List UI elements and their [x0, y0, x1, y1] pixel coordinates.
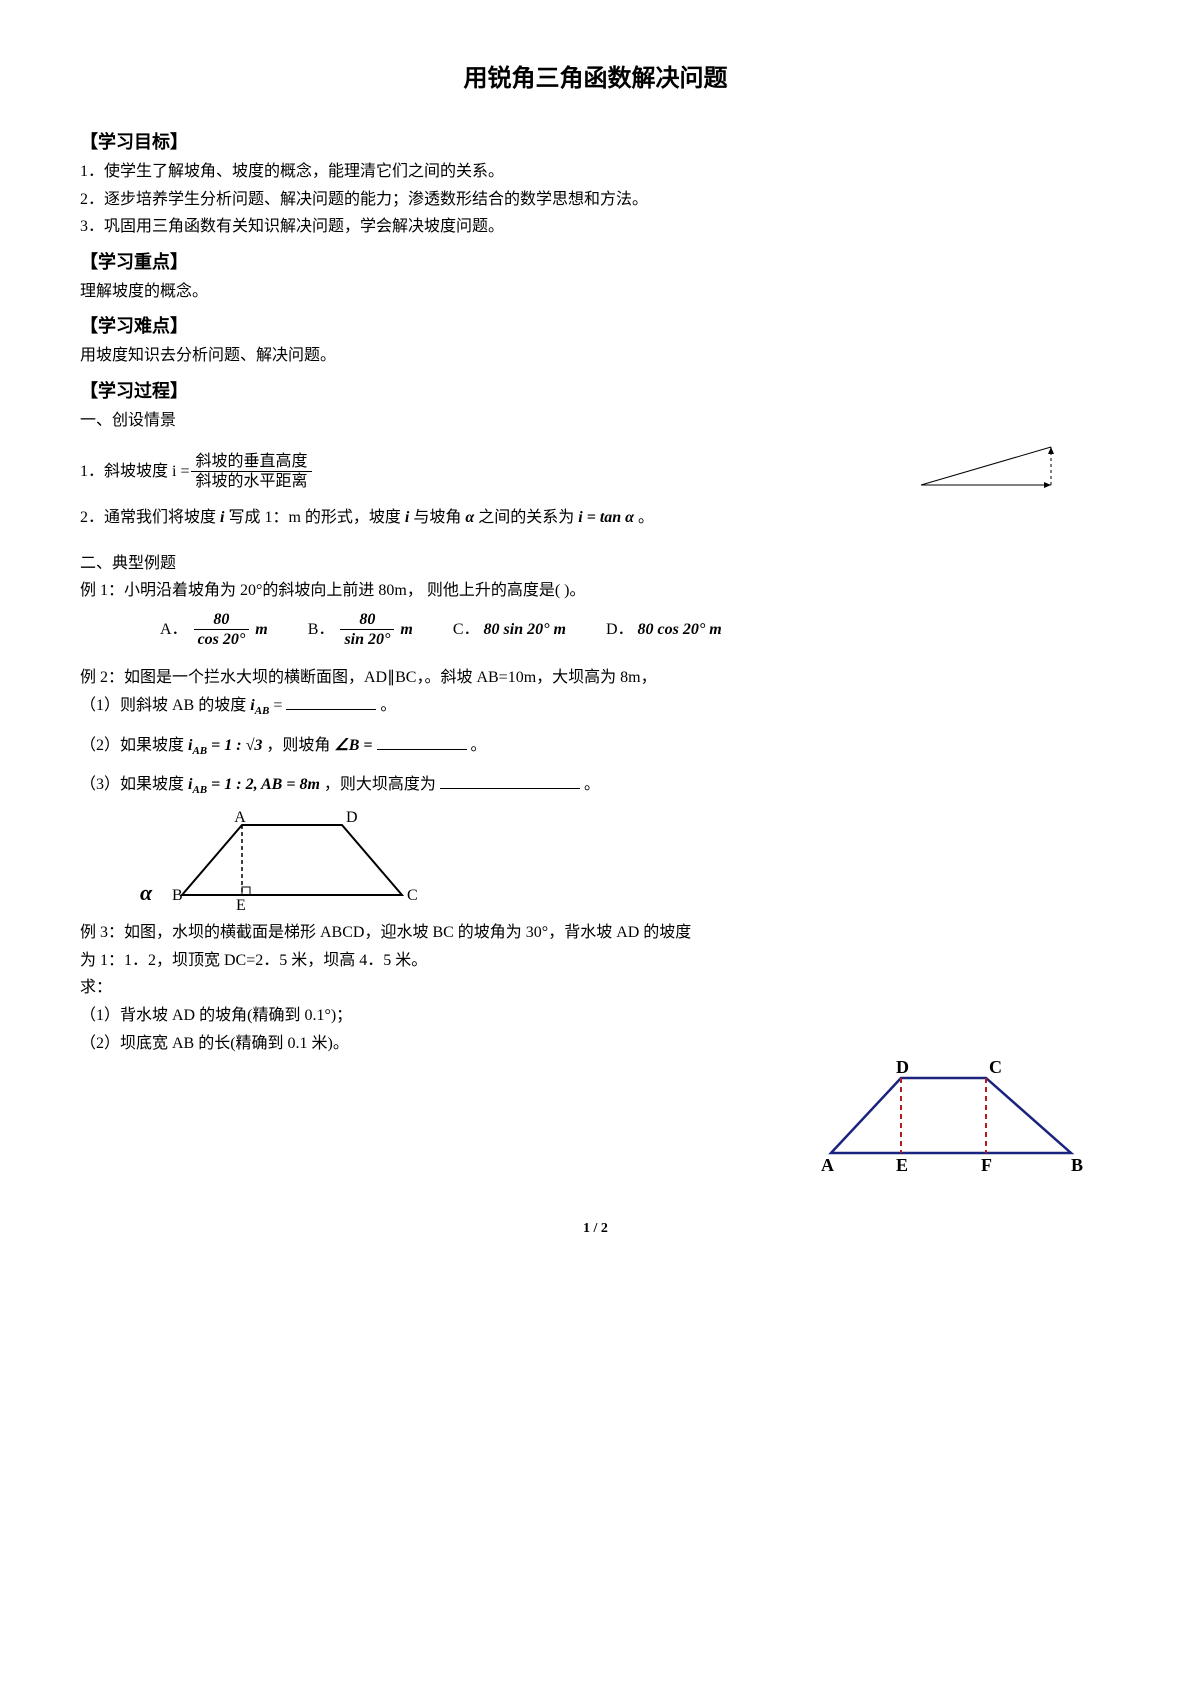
ex2-2ang: ∠B =: [334, 737, 372, 754]
ex2-2end: 。: [471, 737, 487, 754]
svg-text:E: E: [236, 897, 246, 910]
choice-a: A． 80 cos 20° m: [160, 610, 268, 649]
p2-d: 之间的关系为: [478, 509, 574, 526]
p2-b: 写成 1：m 的形式，坡度: [228, 509, 400, 526]
ex2-3mid: ，则大坝高度为: [324, 776, 436, 793]
ex2-3val: = 1 : 2, AB = 8m: [211, 776, 320, 793]
svg-text:A: A: [821, 1155, 834, 1175]
process-heading: 【学习过程】: [80, 377, 1111, 406]
example3-q2: （2）坝底宽 AB 的长(精确到 0.1 米)。: [80, 1031, 1111, 1057]
choice-a-num: 80: [194, 610, 250, 630]
choice-b-label: B．: [308, 617, 335, 643]
example3-qiu: 求：: [80, 975, 1111, 1001]
example3-line1: 例 3：如图，水坝的横截面是梯形 ABCD，迎水坡 BC 的坡角为 30°，背水…: [80, 920, 1111, 946]
difficulty-text: 用坡度知识去分析问题、解决问题。: [80, 343, 1111, 369]
svg-text:E: E: [896, 1155, 908, 1175]
ex2-1eq: =: [273, 697, 282, 714]
objective-item: 3．巩固用三角函数有关知识解决问题，学会解决坡度问题。: [80, 214, 1111, 240]
ex2-2sub: AB: [192, 745, 207, 757]
choice-c-text: 80 sin 20° m: [484, 617, 566, 643]
example2-q2: （2）如果坡度 iAB = 1 : √3 ，则坡角 ∠B = 。: [80, 733, 1111, 761]
example2-text: 例 2：如图是一个拦水大坝的横断面图，AD∥BC，。斜坡 AB=10m，大坝高为…: [80, 665, 1111, 691]
ex2-3end: 。: [584, 776, 600, 793]
page-title: 用锐角三角函数解决问题: [80, 60, 1111, 98]
example3-q1: （1）背水坡 AD 的坡角(精确到 0.1°)；: [80, 1003, 1111, 1029]
ex2-1end: 。: [380, 697, 396, 714]
choice-d-label: D．: [606, 617, 634, 643]
example1-choices: A． 80 cos 20° m B． 80 sin 20° m C． 80 si…: [160, 610, 1111, 649]
svg-text:F: F: [981, 1155, 992, 1175]
choice-a-unit: m: [255, 617, 267, 643]
choice-d-text: 80 cos 20° m: [638, 617, 722, 643]
choice-d: D． 80 cos 20° m: [606, 617, 722, 643]
slope-fraction: 斜坡的垂直高度 斜坡的水平距离: [191, 452, 311, 491]
p2-alpha: α: [465, 509, 474, 526]
ex2-1sub: AB: [255, 705, 270, 717]
alpha-label: α: [140, 875, 152, 910]
objective-item: 1．使学生了解坡角、坡度的概念，能理清它们之间的关系。: [80, 159, 1111, 185]
slope-numerator: 斜坡的垂直高度: [191, 452, 311, 472]
choice-c: C． 80 sin 20° m: [453, 617, 566, 643]
ex2-1a: （1）则斜坡 AB 的坡度: [80, 697, 246, 714]
blank: [440, 772, 580, 789]
svg-text:C: C: [989, 1058, 1002, 1077]
svg-text:C: C: [407, 887, 418, 904]
objectives-heading: 【学习目标】: [80, 128, 1111, 157]
blank: [286, 693, 376, 710]
example2-q1: （1）则斜坡 AB 的坡度 iAB = 。: [80, 693, 1111, 721]
objective-item: 2．逐步培养学生分析问题、解决问题的能力；渗透数形结合的数学思想和方法。: [80, 187, 1111, 213]
blank: [377, 733, 467, 750]
keypoint-text: 理解坡度的概念。: [80, 279, 1111, 305]
choice-b-den: sin 20°: [340, 630, 394, 649]
ex2-3a: （3）如果坡度: [80, 776, 184, 793]
trapezoid-figure-1: α A D B C E: [140, 810, 1111, 910]
trapezoid-figure-2: D C A B E F: [811, 1058, 1091, 1178]
keypoint-heading: 【学习重点】: [80, 248, 1111, 277]
example3-line2: 为 1：1．2，坝顶宽 DC=2．5 米，坝高 4．5 米。: [80, 948, 1111, 974]
slope-denominator: 斜坡的水平距离: [191, 472, 311, 491]
ex2-2a: （2）如果坡度: [80, 737, 184, 754]
choice-b-unit: m: [400, 617, 412, 643]
svg-text:D: D: [896, 1058, 909, 1077]
difficulty-heading: 【学习难点】: [80, 312, 1111, 341]
svg-text:A: A: [234, 810, 246, 826]
part2-heading: 二、典型例题: [80, 551, 1111, 577]
svg-text:D: D: [346, 810, 358, 826]
svg-text:B: B: [172, 887, 183, 904]
ex2-3sub: AB: [192, 785, 207, 797]
p2-end: 。: [638, 509, 654, 526]
choice-a-den: cos 20°: [194, 630, 250, 649]
slope-notation: 2．通常我们将坡度 i 写成 1：m 的形式，坡度 i 与坡角 α 之间的关系为…: [80, 505, 1111, 531]
right-triangle-icon: [911, 435, 1071, 495]
part1-heading: 一、创设情景: [80, 408, 1111, 434]
p2-c: 与坡角: [413, 509, 461, 526]
p2-i: i: [220, 509, 224, 526]
choice-a-label: A．: [160, 617, 188, 643]
svg-text:B: B: [1071, 1155, 1083, 1175]
p2-i2: i: [405, 509, 409, 526]
choice-b: B． 80 sin 20° m: [308, 610, 413, 649]
page-number: 1 / 2: [80, 1218, 1111, 1240]
choice-c-label: C．: [453, 617, 480, 643]
slope-prefix: 1．斜坡坡度 i =: [80, 459, 189, 485]
slope-definition: 1．斜坡坡度 i = 斜坡的垂直高度 斜坡的水平距离: [80, 452, 911, 491]
example1-text: 例 1：小明沿着坡角为 20°的斜坡向上前进 80m， 则他上升的高度是( )。: [80, 578, 1111, 604]
p2-a: 2．通常我们将坡度: [80, 509, 216, 526]
p2-eq: i = tan α: [578, 509, 634, 526]
ex2-2val: = 1 : √3: [211, 737, 262, 754]
ex2-2mid: ，则坡角: [266, 737, 330, 754]
choice-b-num: 80: [340, 610, 394, 630]
example2-q3: （3）如果坡度 iAB = 1 : 2, AB = 8m ，则大坝高度为 。: [80, 772, 1111, 800]
